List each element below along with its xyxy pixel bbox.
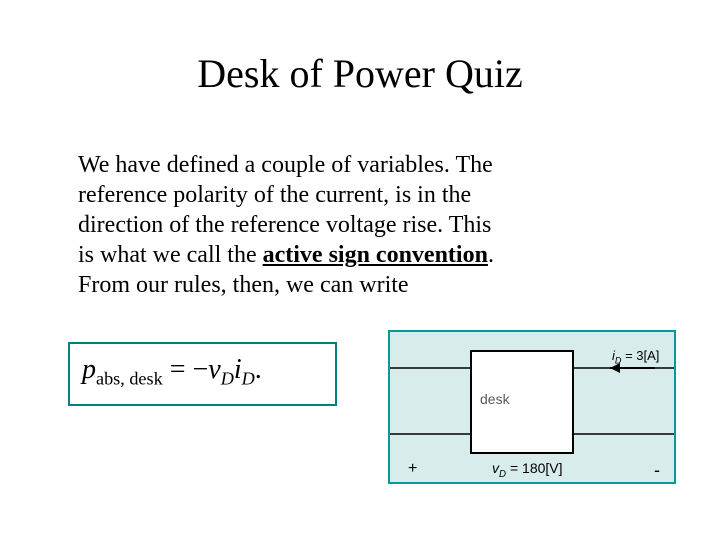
eq-period: .: [255, 354, 262, 385]
voltage-label: vD = 180[V]: [492, 460, 563, 480]
para-line1: We have defined a couple of variables. T…: [78, 152, 493, 178]
eq-v: v: [208, 354, 220, 385]
para-line3: direction of the reference voltage rise.…: [78, 212, 491, 238]
body-paragraph: We have defined a couple of variables. T…: [78, 150, 638, 300]
slide-title: Desk of Power Quiz: [0, 50, 720, 97]
eq-i-sub: D: [242, 369, 255, 389]
circuit-diagram: deskiD = 3[A]+-vD = 180[V]: [388, 330, 676, 484]
para-line4-underline: active sign convention: [263, 242, 488, 268]
equation-box: pabs, desk = −vDiD.: [68, 342, 337, 406]
eq-i: i: [234, 354, 242, 385]
slide: Desk of Power Quiz We have defined a cou…: [0, 0, 720, 540]
para-line4a: is what we call the: [78, 242, 263, 268]
eq-minus: −: [192, 354, 208, 385]
current-label: iD = 3[A]: [612, 348, 659, 366]
para-line2: reference polarity of the current, is in…: [78, 182, 471, 208]
eq-v-sub: D: [221, 369, 234, 389]
eq-p-sub: abs, desk: [96, 369, 163, 389]
voltage-plus: +: [408, 460, 417, 478]
eq-p: p: [82, 354, 96, 385]
para-line5: From our rules, then, we can write: [78, 272, 409, 298]
para-line4c: .: [488, 242, 494, 268]
voltage-minus: -: [654, 460, 660, 481]
eq-equals: =: [163, 354, 193, 385]
equation-text: pabs, desk = −vDiD.: [70, 344, 335, 400]
